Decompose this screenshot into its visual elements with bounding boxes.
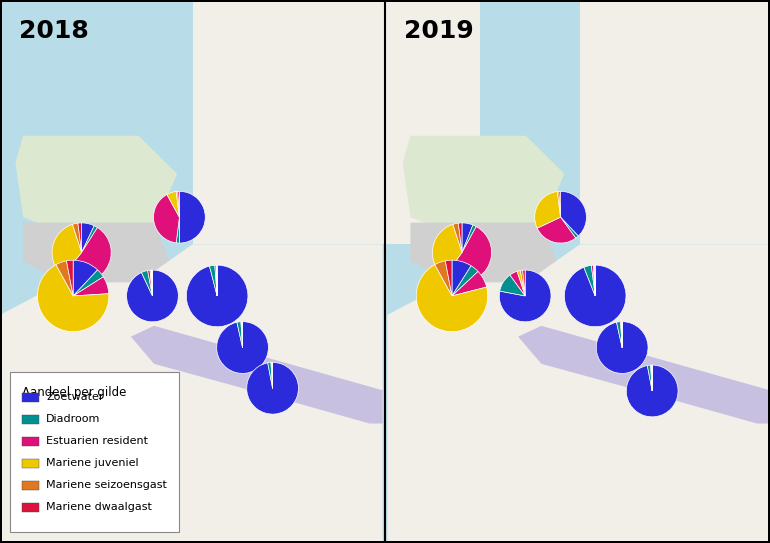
- Text: Diadroom: Diadroom: [46, 414, 101, 425]
- Bar: [0, 0, 383, 543]
- Bar: [22, 393, 39, 402]
- Polygon shape: [15, 136, 177, 244]
- Text: 2019: 2019: [404, 19, 474, 43]
- Bar: [22, 481, 39, 490]
- Bar: [768, 0, 770, 543]
- Polygon shape: [410, 223, 557, 282]
- Bar: [22, 503, 39, 512]
- Text: Mariene dwaalgast: Mariene dwaalgast: [46, 502, 152, 513]
- Polygon shape: [387, 244, 770, 543]
- Polygon shape: [131, 326, 385, 424]
- Polygon shape: [518, 326, 770, 424]
- Bar: [22, 415, 39, 425]
- Bar: [387, 0, 770, 543]
- FancyBboxPatch shape: [10, 372, 179, 532]
- Polygon shape: [23, 223, 169, 282]
- Bar: [22, 458, 39, 468]
- Polygon shape: [0, 244, 383, 543]
- Bar: [0, 0, 2, 543]
- FancyBboxPatch shape: [192, 0, 480, 244]
- FancyBboxPatch shape: [580, 0, 770, 244]
- Bar: [768, 0, 770, 543]
- Text: Mariene seizoensgast: Mariene seizoensgast: [46, 481, 167, 490]
- Bar: [0, 541, 770, 543]
- Text: Aandeel per gilde: Aandeel per gilde: [22, 386, 126, 399]
- Text: 2018: 2018: [19, 19, 89, 43]
- Bar: [0, 0, 770, 2]
- Polygon shape: [403, 136, 564, 244]
- Bar: [22, 437, 39, 446]
- Text: Zoetwater: Zoetwater: [46, 393, 104, 402]
- Text: Estuarien resident: Estuarien resident: [46, 437, 148, 446]
- Text: Mariene juveniel: Mariene juveniel: [46, 458, 139, 469]
- Bar: [0, 0, 2, 543]
